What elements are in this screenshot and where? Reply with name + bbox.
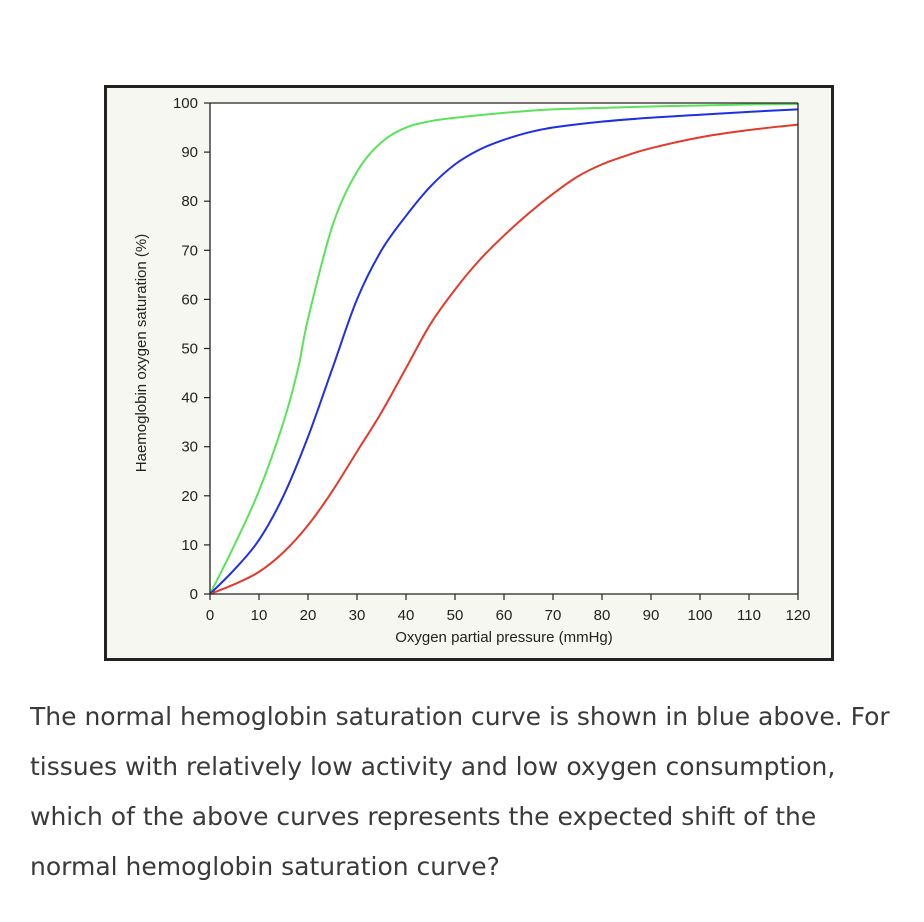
oxygen-dissociation-chart: 0 10 20 30 40 50 60 70 80 90 100 110 120 0 10 20 30 40 50…	[133, 95, 811, 646]
y-tick-label: 50	[181, 341, 198, 358]
x-tick-label: 40	[398, 607, 415, 624]
y-axis-title: Haemoglobin oxygen saturation (%)	[133, 234, 150, 472]
x-tick-label: 70	[545, 607, 562, 624]
y-tick-label: 60	[181, 291, 198, 308]
red-curve	[209, 123, 799, 595]
x-tick-label: 100	[687, 607, 712, 624]
x-tick-label: 50	[447, 607, 464, 624]
question-text: The normal hemoglobin saturation curve i…	[30, 702, 890, 881]
x-tick-label: 80	[594, 607, 611, 624]
x-tick-label: 10	[251, 607, 268, 624]
y-tick-label: 20	[181, 488, 198, 505]
y-tick-label: 100	[173, 95, 198, 112]
y-tick-label: 80	[181, 193, 198, 210]
y-tick-label: 40	[181, 390, 198, 407]
x-tick-label: 0	[206, 607, 214, 624]
x-tick-label: 60	[496, 607, 513, 624]
y-tick-label: 30	[181, 439, 198, 456]
x-tick-label: 20	[300, 607, 317, 624]
y-tick-label: 10	[181, 537, 198, 554]
x-tick-label: 30	[349, 607, 366, 624]
plot-area	[210, 103, 798, 594]
y-axis-ticks: 0 10 20 30 40 50 60 70 80 90 100	[173, 95, 210, 603]
x-tick-label: 90	[643, 607, 660, 624]
x-tick-label: 110	[737, 607, 761, 624]
green-curve	[209, 102, 799, 595]
y-tick-label: 70	[181, 242, 198, 259]
y-tick-label: 90	[181, 144, 198, 161]
x-axis-ticks: 0 10 20 30 40 50 60 70 80 90 100 110 120	[206, 594, 811, 624]
x-axis-title: Oxygen partial pressure (mmHg)	[395, 629, 613, 646]
y-tick-label: 0	[190, 586, 198, 603]
blue-curve	[209, 108, 799, 595]
series-lines	[209, 102, 799, 595]
x-tick-label: 120	[785, 607, 810, 624]
